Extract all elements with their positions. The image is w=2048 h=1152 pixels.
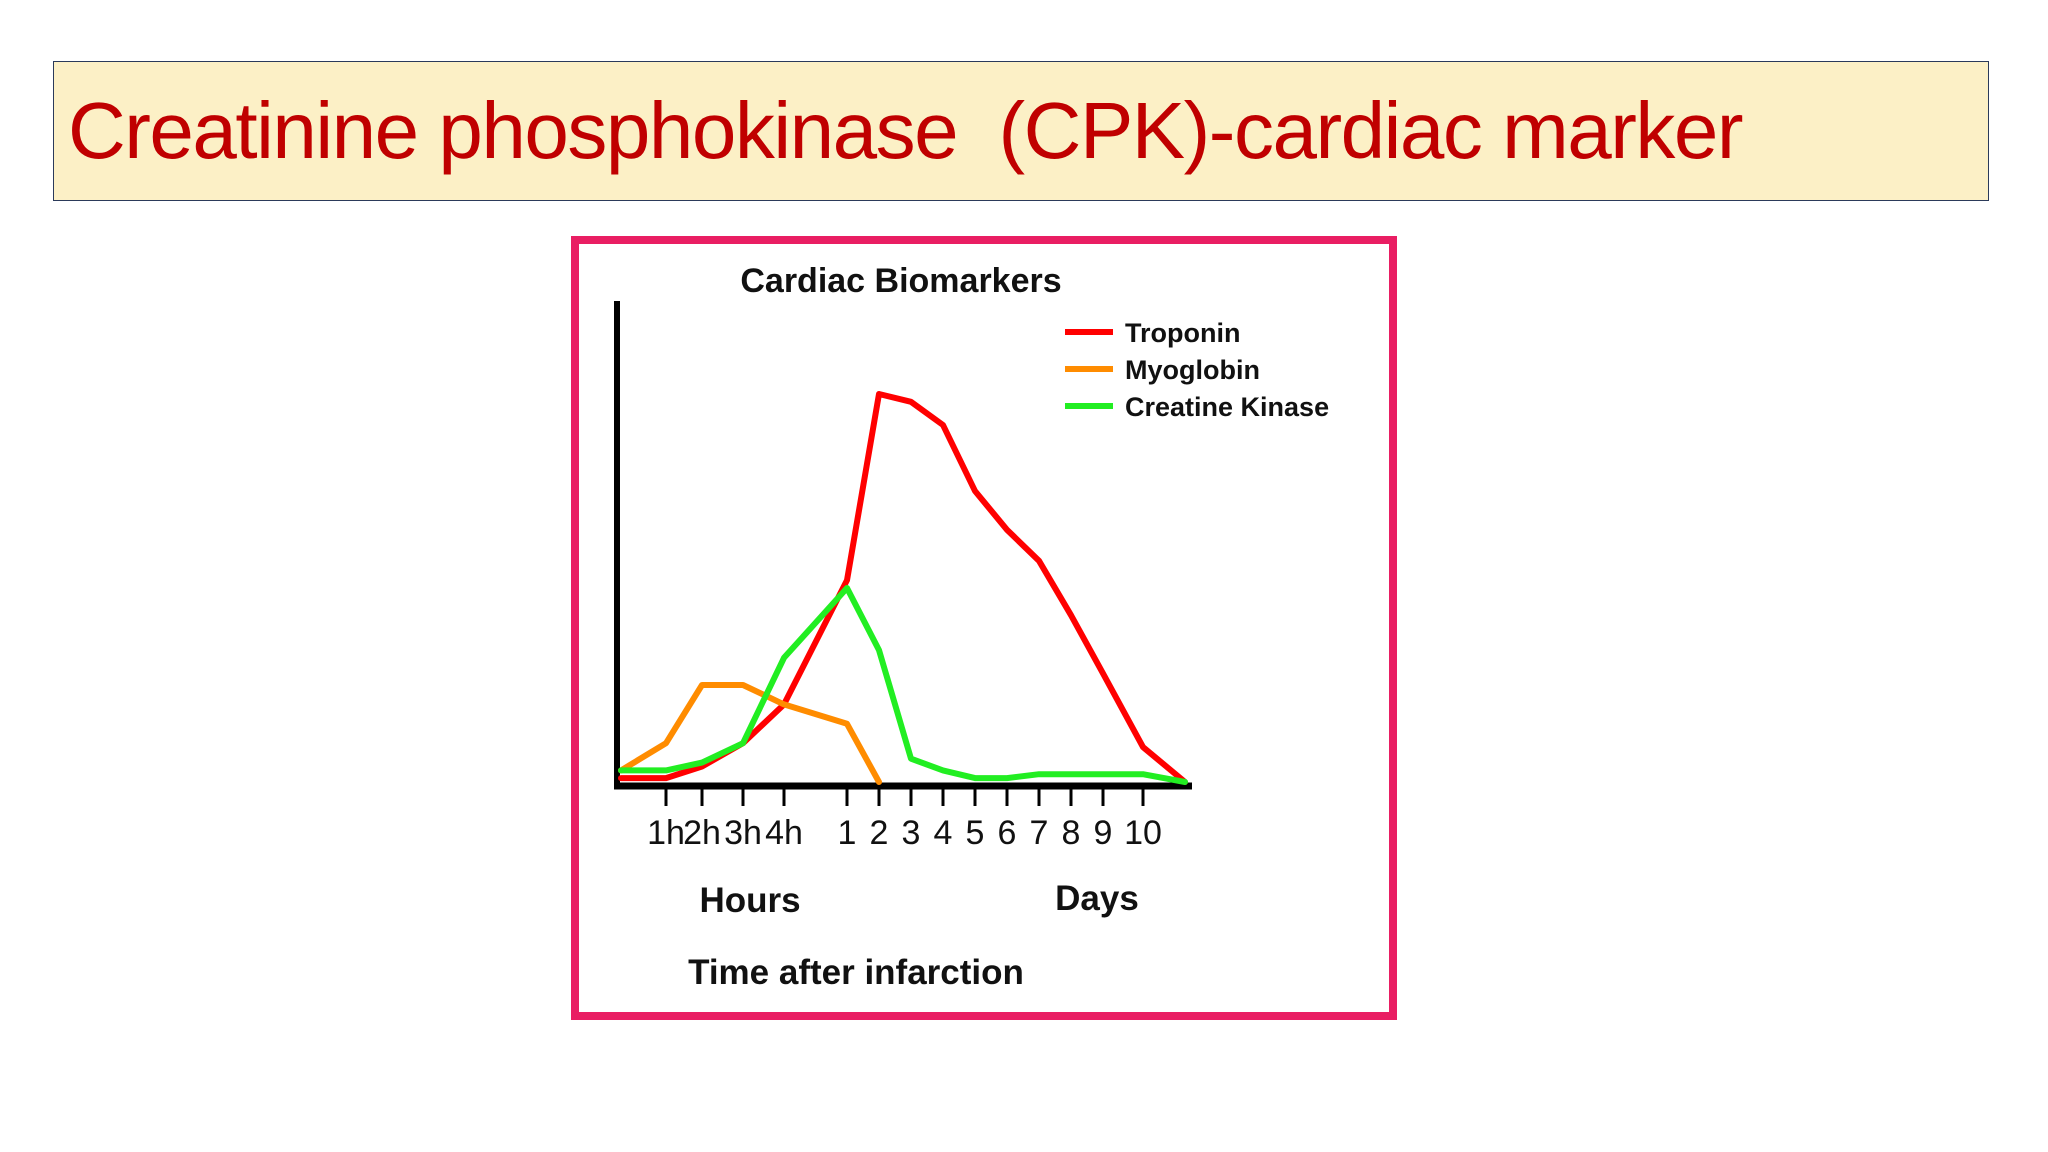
x-tick-label: 1: [838, 814, 857, 852]
x-tick-label: 7: [1030, 814, 1049, 852]
group-label-days: Days: [1055, 879, 1139, 918]
chart-title: Cardiac Biomarkers: [740, 262, 1061, 300]
group-label-hours: Hours: [699, 881, 800, 920]
chart-xlabel: Time after infarction: [688, 953, 1024, 992]
cardiac-biomarkers-chart: Cardiac Biomarkers Time after infarction…: [614, 262, 1329, 992]
series-line-creatine-kinase: [618, 585, 1188, 785]
x-tick-label: 2: [870, 814, 889, 852]
x-tick-label: 6: [998, 814, 1017, 852]
x-tick-label: 3: [902, 814, 921, 852]
x-tick-label: 5: [966, 814, 985, 852]
legend-label-myoglobin: Myoglobin: [1125, 355, 1260, 385]
x-tick-label: 2h: [683, 814, 721, 852]
x-tick-label: 9: [1094, 814, 1113, 852]
x-tick-label: 4: [934, 814, 953, 852]
x-tick-label: 10: [1124, 814, 1162, 852]
chart-frame: Cardiac Biomarkers Time after infarction…: [571, 236, 1397, 1020]
legend-label-creatine-kinase: Creatine Kinase: [1125, 392, 1329, 422]
x-tick-label: 1h: [647, 814, 685, 852]
x-tick-label: 3h: [724, 814, 762, 852]
slide-title-bar: Creatinine phosphokinase (CPK)-cardiac m…: [53, 61, 1989, 201]
legend-label-troponin: Troponin: [1125, 318, 1240, 348]
x-tick-label: 8: [1062, 814, 1081, 852]
x-tick-label: 4h: [765, 814, 803, 852]
slide-title: Creatinine phosphokinase (CPK)-cardiac m…: [68, 86, 1743, 175]
